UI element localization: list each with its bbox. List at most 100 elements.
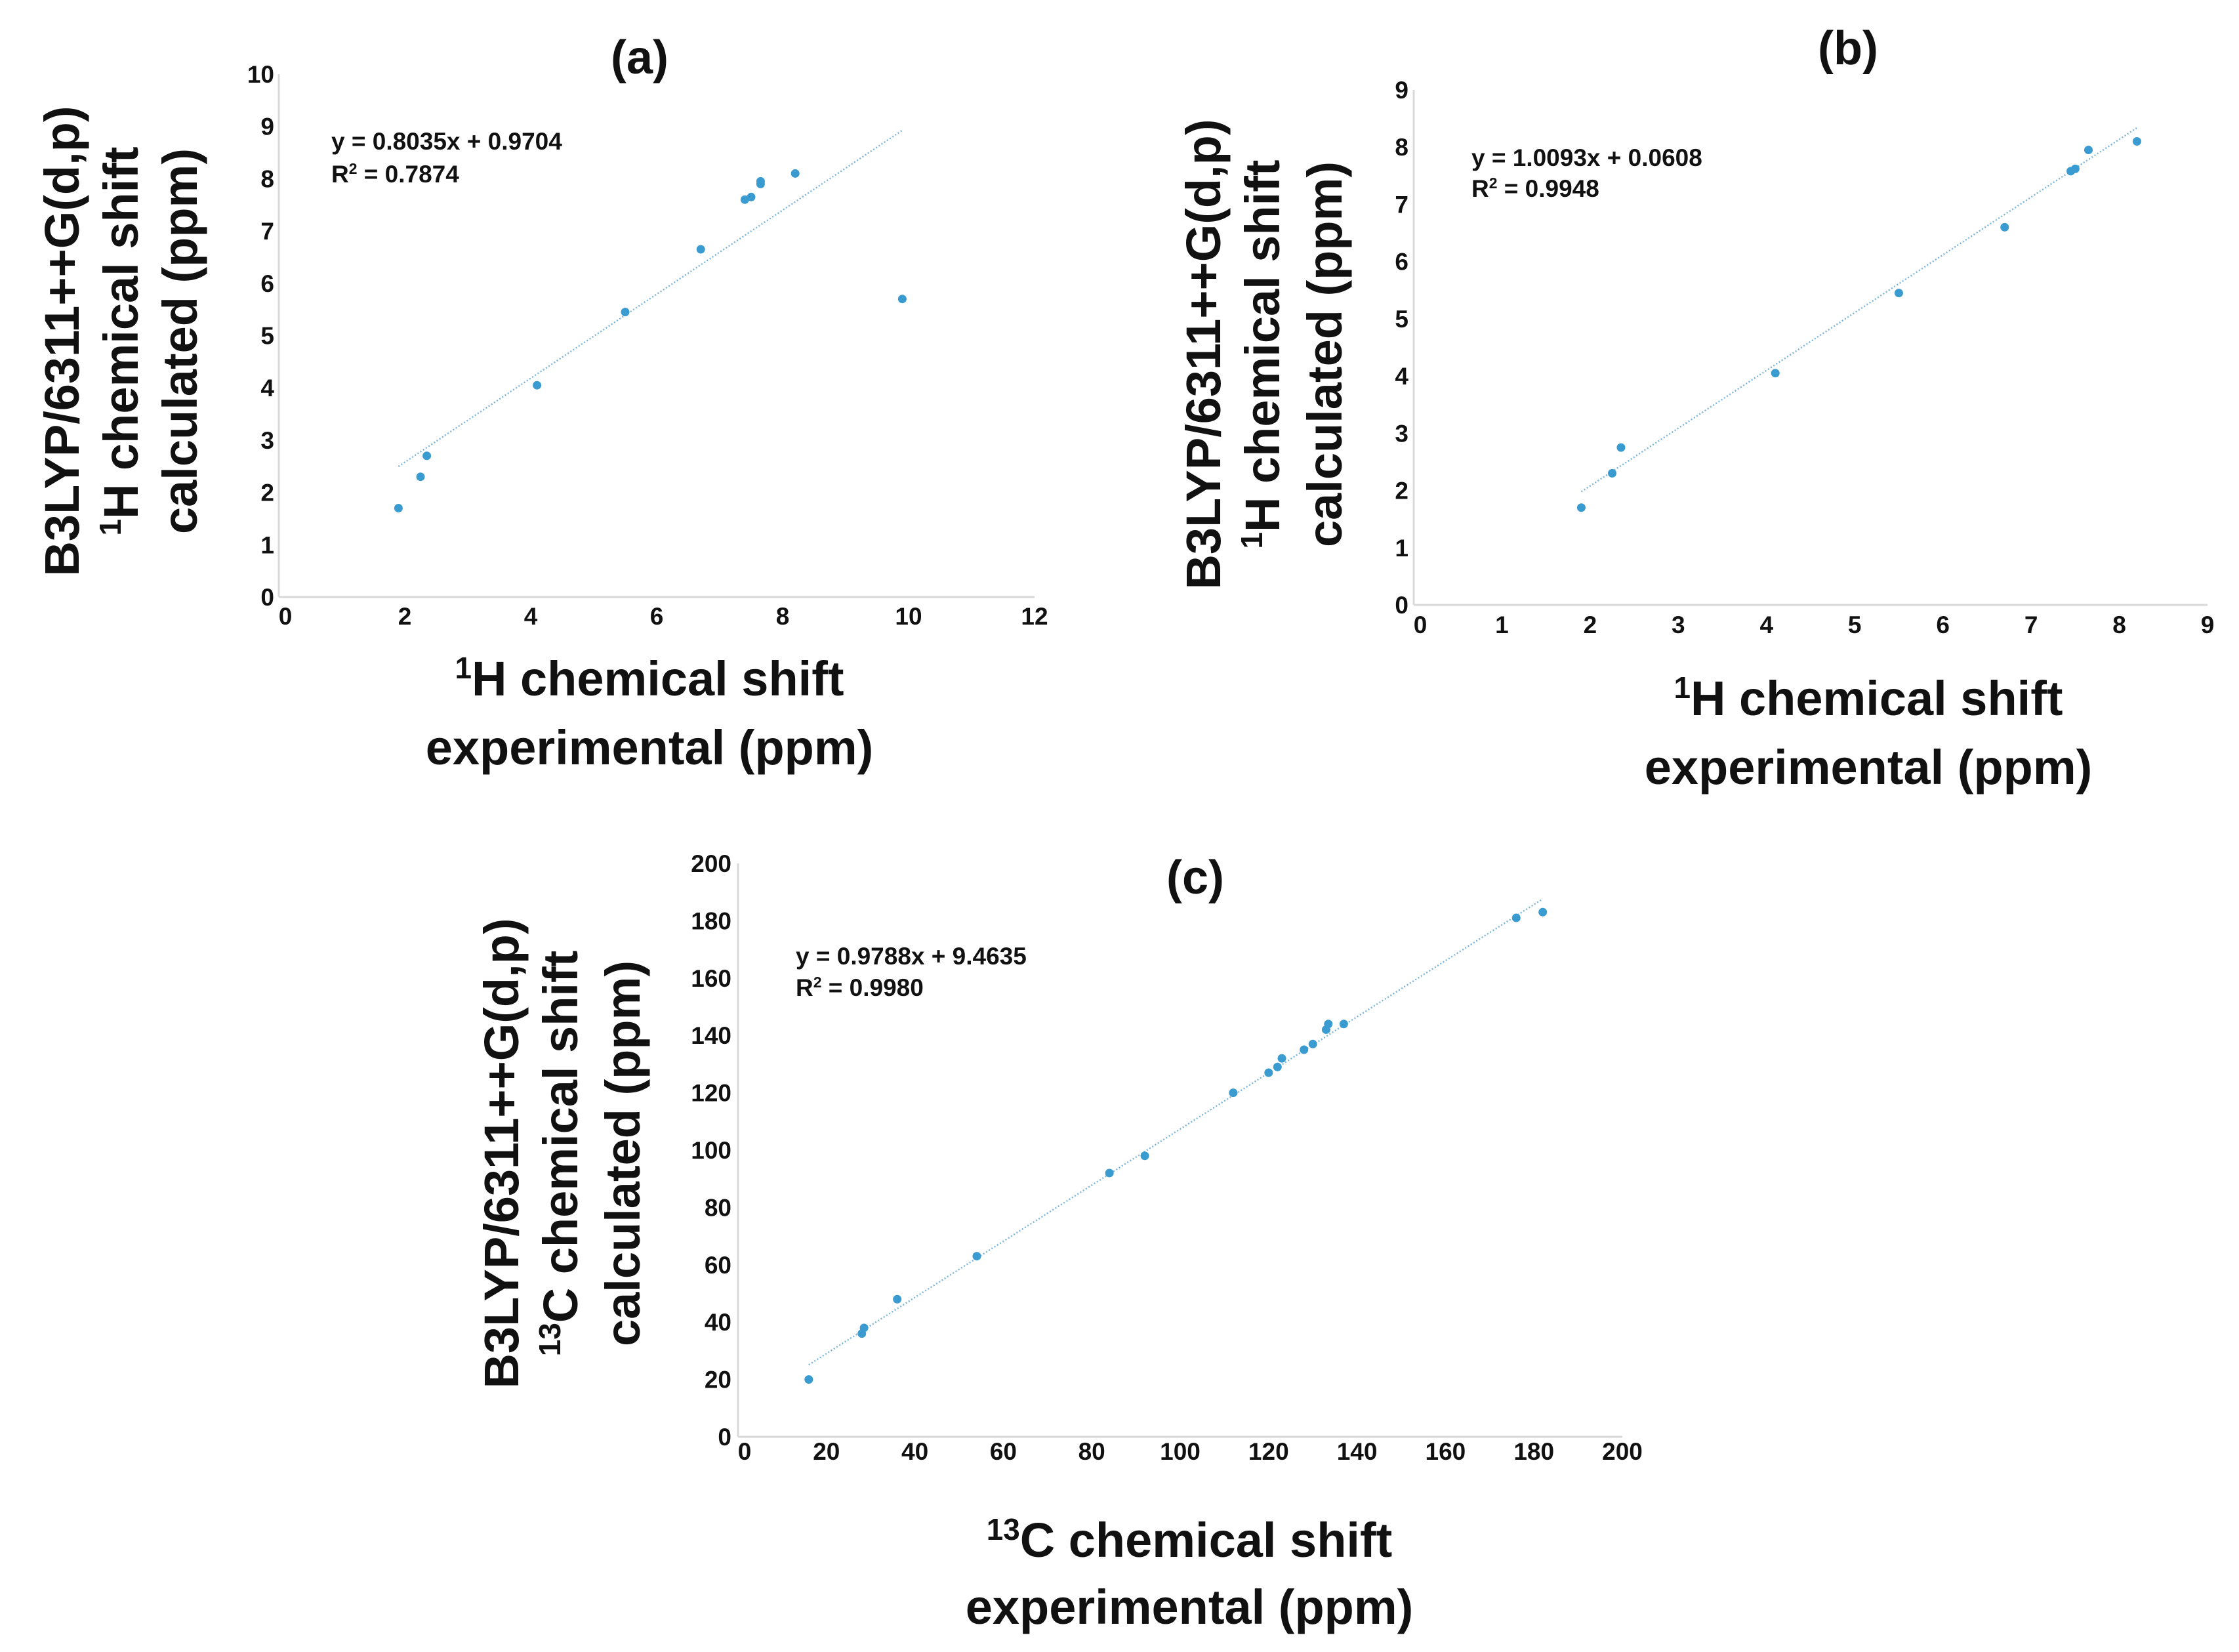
- x-tick-label: 8: [776, 603, 790, 630]
- y-tick-label: 7: [1395, 191, 1408, 218]
- y-tick-label: 10: [247, 61, 274, 88]
- r2-superscript: 2: [349, 160, 358, 177]
- y-tick-label: 120: [691, 1080, 731, 1107]
- x-tick-label: 1: [1495, 611, 1509, 638]
- y-axis-title-line3: calculated (ppm): [153, 148, 207, 534]
- y-tick-label: 3: [1395, 420, 1408, 447]
- data-point: [1576, 503, 1586, 512]
- y-axis-title-line1: B3LYP/6311++G(d,p): [474, 918, 529, 1388]
- panel-title: (a): [611, 31, 668, 84]
- x-tick-label: 160: [1426, 1438, 1466, 1465]
- x-tick-label: 140: [1337, 1438, 1378, 1465]
- y-tick-label: 3: [260, 427, 274, 454]
- ylabel-line2: C chemical shift: [533, 951, 588, 1323]
- x-tick-label: 2: [1584, 611, 1597, 638]
- r2-superscript: 2: [1489, 175, 1498, 192]
- x-tick-label: 5: [1848, 611, 1862, 638]
- r2-label: R: [1471, 175, 1489, 202]
- y-tick-label: 140: [691, 1022, 731, 1049]
- trendline: [1580, 127, 2138, 493]
- data-point: [893, 1294, 902, 1304]
- xlabel-line1: C chemical shift: [1020, 1513, 1393, 1567]
- ylabel-line2: H chemical shift: [1235, 159, 1290, 532]
- data-point: [1608, 468, 1616, 478]
- r2-label: R: [331, 161, 349, 188]
- x-tick-label: 0: [279, 603, 293, 630]
- ylabel-line2: H chemical shift: [94, 146, 148, 519]
- y-tick-label: 180: [691, 907, 731, 934]
- trendline: [808, 898, 1544, 1366]
- x-tick-label: 60: [990, 1438, 1017, 1465]
- data-point: [1273, 1062, 1282, 1071]
- y-tick-label: 2: [1395, 478, 1408, 505]
- data-point: [416, 472, 425, 482]
- y-tick-label: 0: [260, 584, 274, 611]
- x-tick-label: 6: [650, 603, 664, 630]
- y-tick-label: 4: [1395, 363, 1408, 390]
- y-tick-label: 6: [260, 270, 274, 297]
- data-point: [422, 451, 432, 461]
- y-tick-label: 8: [260, 165, 274, 192]
- x-tick-label: 40: [901, 1438, 928, 1465]
- data-point: [394, 504, 403, 513]
- x-tick-label: 4: [524, 603, 538, 630]
- panel-title: (b): [1818, 22, 1878, 75]
- r2-value: = 0.7874: [358, 161, 460, 188]
- y-tick-label: 40: [705, 1309, 731, 1336]
- y-axis-title-line2: 1H chemical shift: [93, 146, 148, 535]
- x-tick-label: 0: [738, 1438, 752, 1465]
- xlabel-superscript: 13: [987, 1512, 1020, 1546]
- data-point: [2070, 164, 2080, 173]
- y-tick-label: 1: [1395, 535, 1408, 562]
- x-tick-label: 7: [2024, 611, 2038, 638]
- ylabel-superscript: 1: [93, 519, 127, 536]
- data-point: [1771, 369, 1780, 378]
- data-point: [972, 1252, 981, 1261]
- xlabel-superscript: 1: [455, 651, 472, 685]
- data-point: [1105, 1168, 1114, 1178]
- x-tick-label: 20: [813, 1438, 840, 1465]
- y-tick-label: 60: [705, 1252, 731, 1279]
- r2-value: = 0.9980: [822, 974, 924, 1001]
- r-squared: R2 = 0.9980: [796, 974, 924, 1001]
- x-tick-label: 10: [895, 603, 922, 630]
- x-tick-label: 0: [1414, 611, 1428, 638]
- ylabel-superscript: 1: [1235, 532, 1269, 549]
- y-tick-label: 6: [1395, 249, 1408, 276]
- x-axis-title-line1: 13C chemical shift: [987, 1512, 1393, 1567]
- x-tick-label: 120: [1248, 1438, 1289, 1465]
- data-point: [804, 1375, 813, 1384]
- x-tick-label: 3: [1672, 611, 1685, 638]
- x-tick-label: 8: [2112, 611, 2126, 638]
- data-point: [1229, 1088, 1238, 1098]
- x-tick-label: 200: [1602, 1438, 1643, 1465]
- y-tick-label: 9: [1395, 77, 1408, 104]
- y-axis-title-line3: calculated (ppm): [596, 960, 650, 1346]
- data-point: [1264, 1068, 1273, 1077]
- trendline: [398, 129, 903, 468]
- y-axis-title-line2: 13C chemical shift: [533, 951, 588, 1357]
- y-axis-title-line1: B3LYP/6311++G(d,p): [1176, 119, 1231, 589]
- y-tick-label: 160: [691, 965, 731, 992]
- r-squared: R2 = 0.9948: [1471, 175, 1599, 202]
- y-axis-title-line2: 1H chemical shift: [1235, 159, 1290, 548]
- y-tick-label: 4: [260, 375, 274, 402]
- data-point: [533, 381, 542, 390]
- r2-superscript: 2: [813, 974, 822, 991]
- y-tick-label: 0: [1395, 592, 1408, 619]
- data-point: [1308, 1039, 1317, 1048]
- data-point: [1511, 913, 1521, 922]
- x-tick-label: 6: [1936, 611, 1950, 638]
- x-axis-title-line2: experimental (ppm): [426, 720, 874, 775]
- x-tick-label: 9: [2201, 611, 2215, 638]
- data-point: [2000, 222, 2009, 232]
- data-point: [1339, 1020, 1348, 1029]
- trend-equation: y = 0.8035x + 0.9704: [331, 128, 562, 155]
- x-tick-label: 100: [1160, 1438, 1201, 1465]
- chart-panel-b: 0 1 2 3 4 5 6 7 8 9 0 1 2 3 4 5 6 7 8 9 (b) y = 1.0093x + 0.0…: [1176, 22, 2214, 795]
- data-point: [1616, 443, 1626, 452]
- x-axis-title-line1: 1H chemical shift: [455, 651, 844, 706]
- y-tick-label: 20: [705, 1367, 731, 1394]
